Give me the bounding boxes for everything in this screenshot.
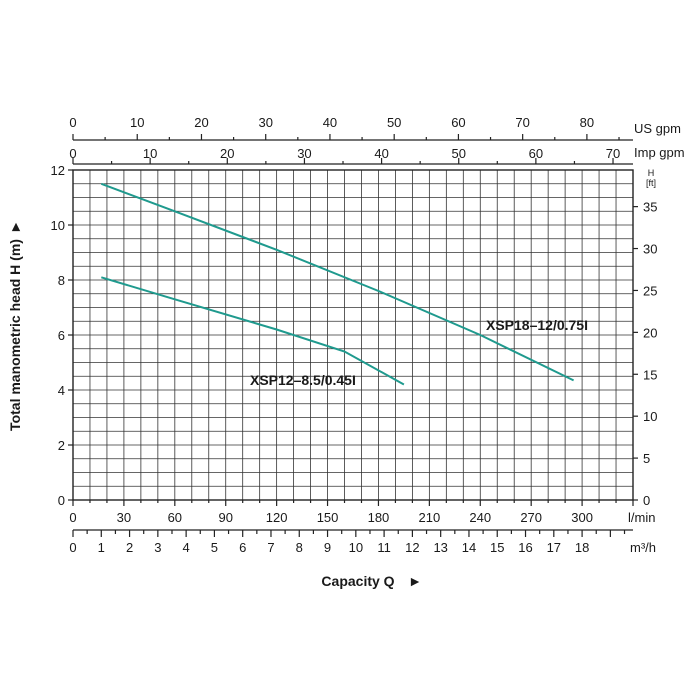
right-axis-unit-line2: [ft] (646, 178, 656, 188)
series-layer: XSP18–12/0.75I XSP12–8.5/0.45I (100, 182, 588, 388)
lmin-tick-label: 90 (218, 510, 232, 525)
y-tick-label: 6 (58, 328, 65, 343)
us-gpm-unit-label: US gpm (634, 121, 681, 136)
lmin-tick-label: 0 (69, 510, 76, 525)
lmin-tick-label: 180 (368, 510, 390, 525)
y-right-tick-label: 15 (643, 367, 657, 382)
imp-gpm-tick-label: 20 (220, 146, 234, 161)
series-label-1: XSP18–12/0.75I (486, 317, 588, 333)
m3h-tick-label: 1 (98, 540, 105, 555)
y-tick-label: 0 (58, 493, 65, 508)
m3h-tick-label: 12 (405, 540, 419, 555)
lmin-tick-label: 300 (571, 510, 593, 525)
lmin-tick-label: 120 (266, 510, 288, 525)
m3h-tick-label: 11 (377, 540, 391, 555)
us-gpm-tick-label: 10 (130, 115, 144, 130)
imp-gpm-tick-label: 0 (69, 146, 76, 161)
y-right-tick-label: 35 (643, 200, 657, 215)
imp-gpm-tick-label: 70 (606, 146, 620, 161)
x-axis-arrow-icon: ► (408, 573, 422, 589)
m3h-tick-label: 3 (154, 540, 161, 555)
series-label-2: XSP12–8.5/0.45I (250, 372, 356, 388)
m3h-unit-label: m³/h (630, 540, 656, 555)
y-right-tick-label: 25 (643, 283, 657, 298)
lmin-tick-label: 240 (469, 510, 491, 525)
y-tick-label: 8 (58, 273, 65, 288)
m3h-tick-label: 5 (211, 540, 218, 555)
series-line-1 (100, 182, 575, 382)
m3h-tick-label: 18 (575, 540, 589, 555)
m3h-tick-label: 9 (324, 540, 331, 555)
right-axis: 0 5 10 15 20 25 30 35 (633, 200, 657, 508)
us-gpm-tick-label: 80 (580, 115, 594, 130)
right-axis-unit-line1: H (648, 168, 655, 178)
m3h-tick-label: 15 (490, 540, 504, 555)
y-tick-label: 12 (51, 163, 65, 178)
lmin-tick-label: 30 (117, 510, 131, 525)
m3h-tick-label: 17 (547, 540, 561, 555)
y-axis-label: Total manometric head H (m) (7, 239, 23, 431)
m3h-tick-label: 8 (296, 540, 303, 555)
imp-gpm-tick-label: 30 (297, 146, 311, 161)
m3h-tick-label: 0 (69, 540, 76, 555)
us-gpm-tick-label: 20 (194, 115, 208, 130)
m3h-tick-label: 13 (433, 540, 447, 555)
lmin-tick-label: 60 (168, 510, 182, 525)
m3h-tick-label: 4 (183, 540, 190, 555)
y-right-tick-label: 5 (643, 451, 650, 466)
m3h-tick-label: 6 (239, 540, 246, 555)
m3h-tick-label: 2 (126, 540, 133, 555)
x-axis-label: Capacity Q (321, 573, 394, 589)
us-gpm-tick-label: 50 (387, 115, 401, 130)
y-right-tick-label: 0 (643, 493, 650, 508)
left-axis: 0 2 4 6 8 10 12 (51, 163, 73, 508)
us-gpm-tick-label: 70 (515, 115, 529, 130)
m3h-tick-label: 14 (462, 540, 476, 555)
lmin-unit-label: l/min (628, 510, 655, 525)
imp-gpm-tick-label: 40 (374, 146, 388, 161)
y-right-tick-label: 30 (643, 242, 657, 257)
imp-gpm-unit-label: Imp gpm (634, 145, 685, 160)
us-gpm-tick-label: 30 (258, 115, 272, 130)
m3h-tick-label: 7 (267, 540, 274, 555)
y-tick-label: 2 (58, 438, 65, 453)
imp-gpm-tick-label: 50 (451, 146, 465, 161)
imp-gpm-tick-label: 60 (529, 146, 543, 161)
us-gpm-tick-label: 60 (451, 115, 465, 130)
grid-lines (73, 170, 633, 500)
lmin-tick-label: 150 (317, 510, 339, 525)
y-tick-label: 4 (58, 383, 65, 398)
imp-gpm-tick-label: 10 (143, 146, 157, 161)
lmin-tick-label: 270 (520, 510, 542, 525)
m3h-tick-label: 10 (349, 540, 363, 555)
y-right-tick-label: 10 (643, 409, 657, 424)
y-tick-label: 10 (51, 218, 65, 233)
top-axes: 0 10 20 30 40 50 60 70 80 0 10 20 30 40 50 60 70 (69, 115, 633, 165)
m3h-tick-label: 16 (518, 540, 532, 555)
y-right-tick-label: 20 (643, 325, 657, 340)
series-line-2 (101, 276, 405, 386)
us-gpm-tick-label: 0 (69, 115, 76, 130)
y-axis-arrow-icon: ► (7, 220, 23, 234)
us-gpm-tick-label: 40 (323, 115, 337, 130)
lmin-tick-label: 210 (419, 510, 441, 525)
